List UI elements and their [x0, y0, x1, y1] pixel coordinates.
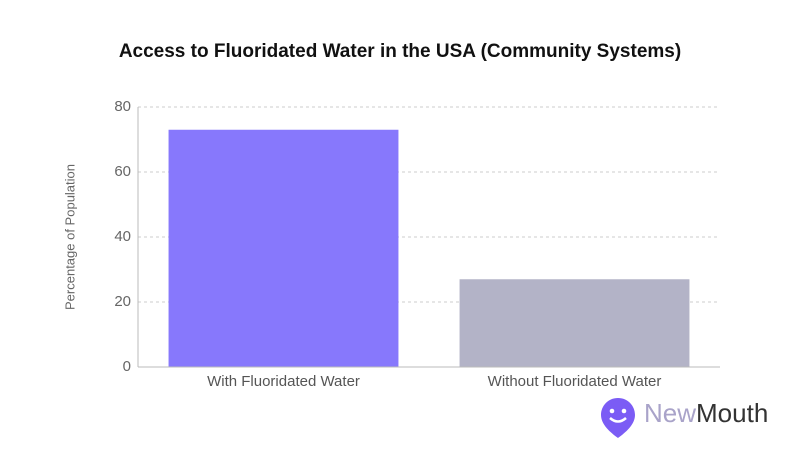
y-tick-label: 80: [114, 98, 131, 115]
y-tick-label: 40: [114, 228, 131, 245]
y-tick-label: 20: [114, 293, 131, 310]
bar: [168, 129, 399, 367]
y-tick-label: 60: [114, 163, 131, 180]
x-tick-label: Without Fluoridated Water: [488, 373, 662, 390]
x-tick-label: With Fluoridated Water: [207, 373, 360, 390]
logo-smile: [609, 417, 627, 423]
logo-text-second: Mouth: [696, 398, 768, 428]
y-tick-label: 0: [123, 358, 131, 375]
logo-icon: [601, 398, 635, 438]
chart-title: Access to Fluoridated Water in the USA (…: [119, 41, 681, 62]
brand-logo: NewMouth: [601, 398, 768, 438]
logo-eye: [609, 408, 615, 414]
y-axis-label: Percentage of Population: [62, 164, 77, 310]
bar: [459, 279, 690, 367]
logo-eye: [621, 408, 627, 414]
logo-text: NewMouth: [644, 398, 768, 428]
logo-text-first: New: [644, 398, 696, 428]
